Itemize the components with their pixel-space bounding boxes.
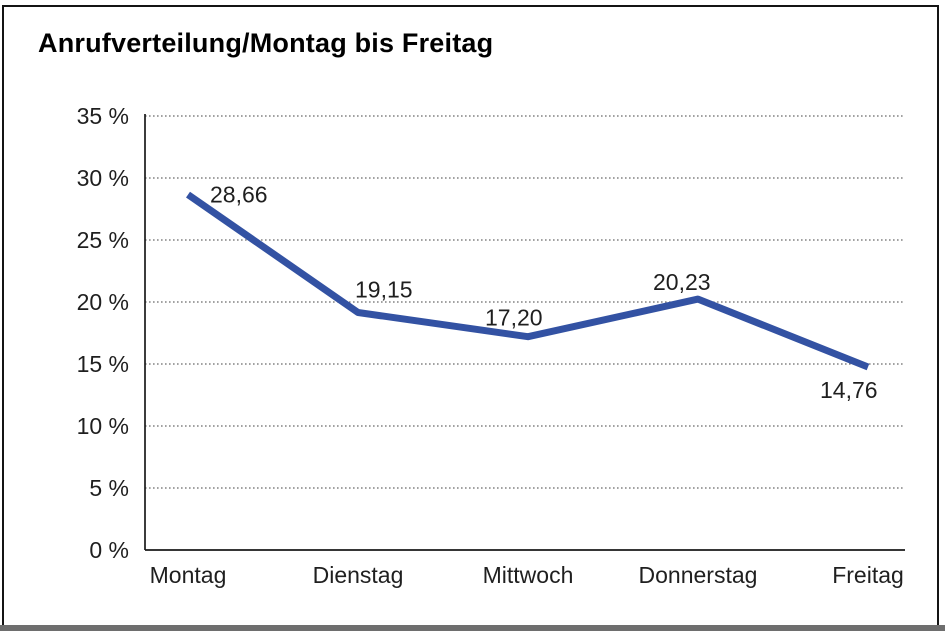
figure-frame xyxy=(2,5,939,625)
x-category-label: Dienstag xyxy=(313,562,404,588)
value-label: 19,15 xyxy=(355,277,413,303)
series-line xyxy=(186,191,870,371)
y-tick-label: 15 % xyxy=(77,351,129,377)
y-tick-label: 35 % xyxy=(77,103,129,129)
y-tick-label: 30 % xyxy=(77,165,129,191)
value-label: 28,66 xyxy=(210,182,268,208)
value-label: 20,23 xyxy=(653,269,711,295)
x-category-label: Freitag xyxy=(832,562,904,588)
chart-title: Anrufverteilung/Montag bis Freitag xyxy=(38,28,494,58)
y-tick-label: 25 % xyxy=(77,227,129,253)
y-tick-label: 20 % xyxy=(77,289,129,315)
x-category-label: Montag xyxy=(150,562,227,588)
y-tick-label: 10 % xyxy=(77,413,129,439)
value-label: 17,20 xyxy=(485,305,543,331)
x-category-label: Mittwoch xyxy=(483,562,574,588)
value-label: 14,76 xyxy=(820,377,878,403)
x-category-label: Donnerstag xyxy=(639,562,758,588)
y-tick-label: 0 % xyxy=(89,537,129,563)
figure-bottom-edge xyxy=(0,625,945,631)
y-tick-label: 5 % xyxy=(89,475,129,501)
